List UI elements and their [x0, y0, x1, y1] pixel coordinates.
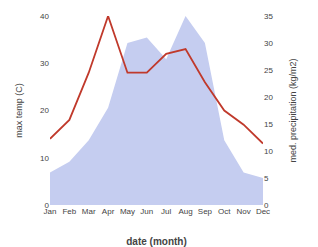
svg-text:Apr: Apr	[102, 207, 115, 216]
svg-text:35: 35	[264, 12, 273, 21]
svg-text:20: 20	[40, 106, 49, 115]
svg-text:0: 0	[264, 201, 269, 210]
svg-text:med. precipitation (kg/m2): med. precipitation (kg/m2)	[288, 58, 298, 162]
svg-text:date (month): date (month)	[126, 236, 187, 247]
svg-text:30: 30	[40, 59, 49, 68]
svg-text:Mar: Mar	[82, 207, 96, 216]
svg-text:May: May	[120, 207, 135, 216]
svg-text:Dec: Dec	[256, 207, 270, 216]
svg-text:Jan: Jan	[44, 207, 57, 216]
svg-text:Sep: Sep	[198, 207, 213, 216]
svg-text:5: 5	[264, 174, 269, 183]
svg-text:0: 0	[45, 201, 50, 210]
svg-text:max temp (C): max temp (C)	[14, 83, 24, 138]
svg-text:20: 20	[264, 93, 273, 102]
svg-text:10: 10	[264, 147, 273, 156]
svg-text:Oct: Oct	[218, 207, 231, 216]
svg-text:10: 10	[40, 154, 49, 163]
svg-text:Jun: Jun	[140, 207, 153, 216]
svg-text:15: 15	[264, 120, 273, 129]
svg-text:Jul: Jul	[161, 207, 171, 216]
svg-text:25: 25	[264, 66, 273, 75]
svg-text:Aug: Aug	[178, 207, 192, 216]
svg-text:Feb: Feb	[62, 207, 76, 216]
svg-text:30: 30	[264, 39, 273, 48]
svg-text:40: 40	[40, 12, 49, 21]
svg-text:Nov: Nov	[237, 207, 251, 216]
